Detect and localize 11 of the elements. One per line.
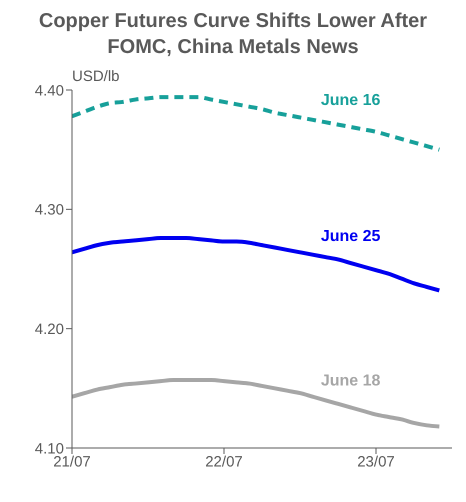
y-tick-label: 4.40 — [34, 82, 64, 100]
chart-title: Copper Futures Curve Shifts Lower After FOMC, China Metals News — [38, 10, 428, 58]
series-label: June 16 — [320, 92, 381, 109]
y-axis-title: USD/lb — [72, 68, 120, 85]
y-tick-label: 4.20 — [34, 320, 64, 338]
line-series — [72, 95, 442, 152]
y-tick-label: 4.30 — [34, 202, 64, 219]
x-tick-label: 23/07 — [357, 454, 395, 471]
series-label: June 25 — [320, 228, 381, 246]
x-tick-label: 22/07 — [205, 454, 243, 471]
series-label: June 18 — [320, 372, 381, 390]
